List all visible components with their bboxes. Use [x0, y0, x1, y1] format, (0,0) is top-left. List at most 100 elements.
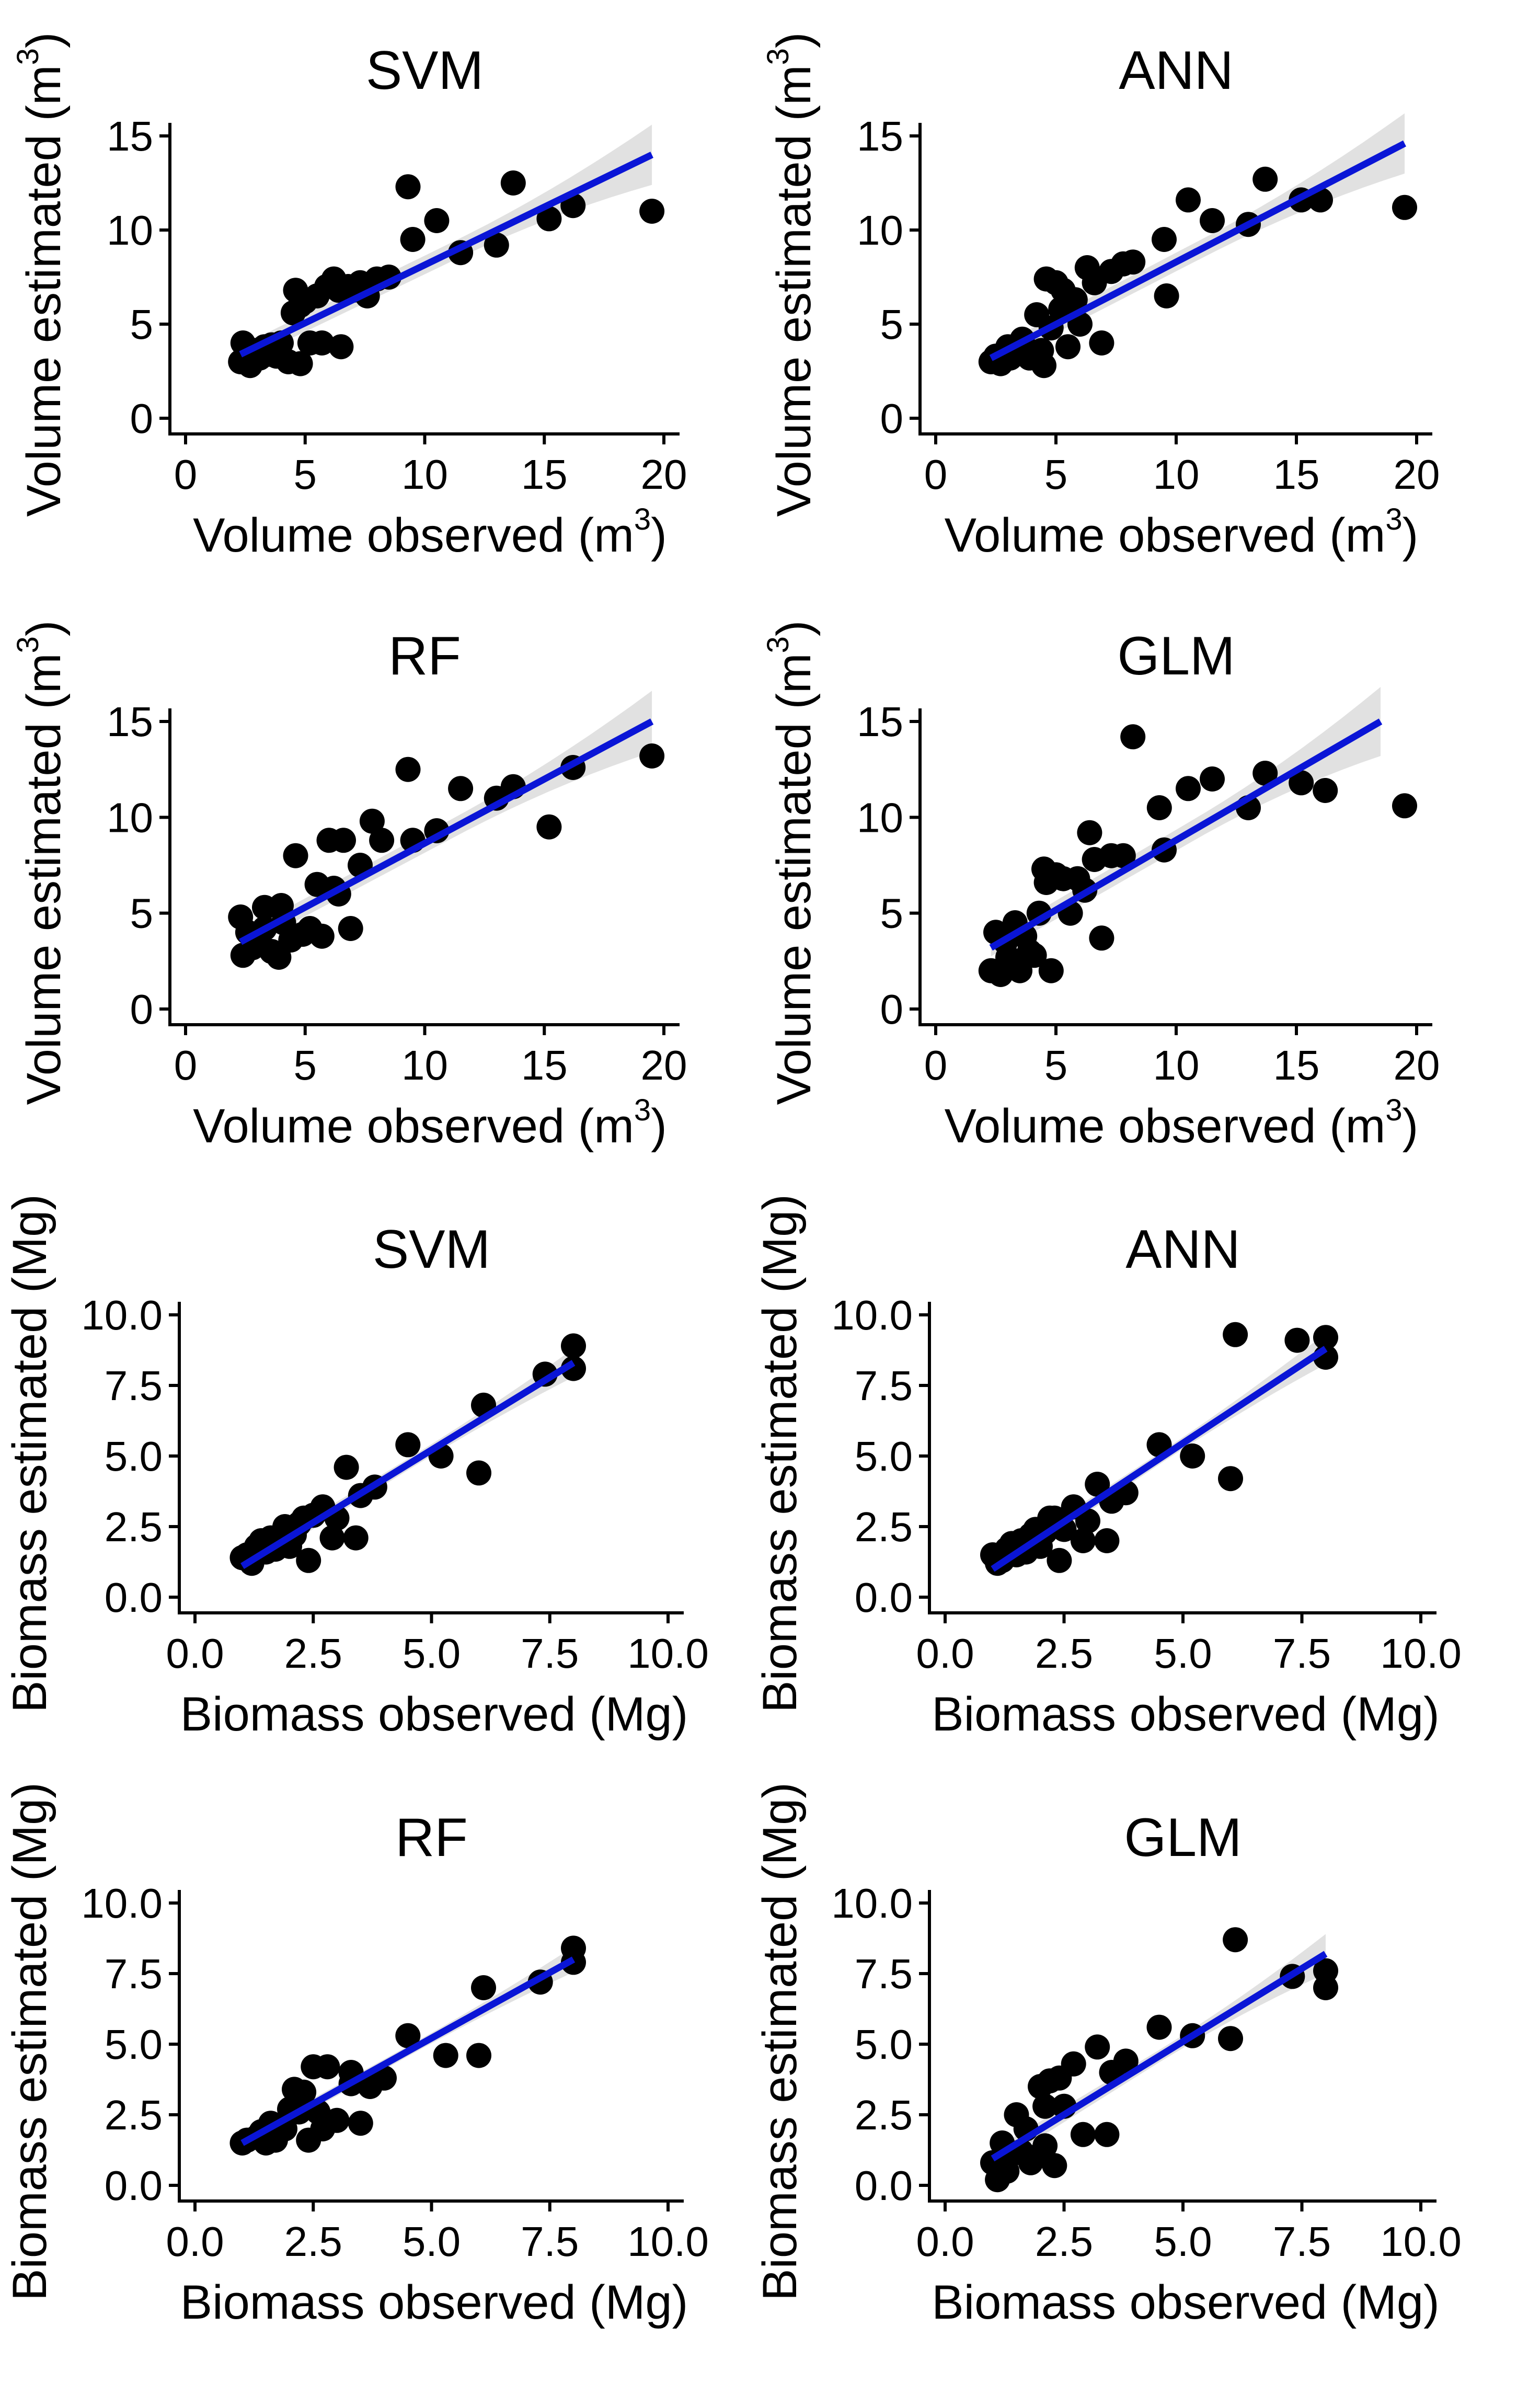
y-axis-label: Biomass estimated (Mg) [753, 1782, 807, 2301]
y-tick-label: 0 [880, 986, 904, 1033]
data-point [334, 1454, 359, 1480]
x-tick-label: 20 [641, 451, 687, 498]
data-point [1200, 208, 1225, 233]
y-axis-label-text: Biomass estimated (Mg) [3, 1194, 56, 1713]
regression-line [240, 1956, 576, 2146]
data-point [1176, 187, 1201, 213]
x-tick-label: 5 [1044, 1042, 1068, 1088]
data-point [369, 828, 395, 853]
y-axis-label: Volume estimated (m3) [11, 32, 71, 517]
y-tick-label: 10 [107, 207, 153, 254]
data-point [1032, 2133, 1058, 2159]
x-tick-label: 0.0 [916, 1630, 974, 1677]
x-tick-label: 7.5 [1273, 2218, 1331, 2265]
y-tick-label: 0 [880, 395, 904, 442]
y-tick-label: 10 [857, 207, 903, 254]
data-point [1032, 2093, 1058, 2119]
regression-line [989, 718, 1383, 951]
data-point [1289, 770, 1314, 796]
x-axis-label-text: Biomass observed (Mg) [180, 1688, 688, 1741]
x-tick-label: 2.5 [284, 2218, 342, 2265]
data-point [1085, 1472, 1110, 1497]
y-axis-label-close: ) [767, 620, 821, 636]
x-tick-label: 15 [1273, 451, 1320, 498]
data-point [466, 2043, 491, 2068]
x-tick-label: 15 [521, 451, 568, 498]
data-point [1038, 958, 1064, 983]
x-axis-label-sup: 3 [1385, 1093, 1402, 1127]
data-point [484, 232, 509, 258]
data-point [1152, 227, 1177, 252]
data-point [1200, 766, 1225, 792]
x-tick-label: 15 [1273, 1042, 1320, 1088]
data-point [1077, 820, 1102, 845]
y-tick-label: 15 [857, 698, 903, 745]
data-point [319, 1525, 345, 1551]
data-point [639, 199, 665, 224]
data-point [315, 2054, 340, 2080]
x-axis-label-text: Biomass observed (Mg) [932, 2276, 1439, 2329]
y-tick-label: 10 [857, 794, 903, 841]
panel-title: ANN [1125, 1219, 1240, 1280]
data-point [395, 2023, 421, 2048]
y-axis-label: Volume estimated (m3) [761, 620, 821, 1105]
x-tick-label: 0 [924, 451, 948, 498]
data-point [1110, 843, 1136, 868]
y-axis-label-text: Biomass estimated (Mg) [3, 1782, 56, 2301]
data-point [1252, 761, 1278, 786]
data-point [1218, 2026, 1243, 2051]
data-point [1033, 870, 1059, 895]
y-tick-label: 7.5 [105, 1951, 163, 1997]
data-point [536, 814, 562, 840]
panel-title: RF [388, 626, 461, 686]
data-point [1154, 283, 1179, 308]
data-point [995, 945, 1020, 970]
y-axis-label: Volume estimated (m3) [11, 620, 71, 1105]
data-point [1042, 2153, 1067, 2179]
x-tick-label: 2.5 [1035, 2218, 1093, 2265]
x-tick-label: 5.0 [1154, 2218, 1212, 2265]
panel-title: GLM [1117, 626, 1235, 686]
x-tick-label: 7.5 [521, 1630, 579, 1677]
x-tick-label: 10.0 [1380, 2218, 1462, 2265]
data-point [395, 1432, 421, 1458]
x-tick-label: 20 [1394, 1042, 1440, 1088]
x-tick-label: 7.5 [1273, 1630, 1331, 1677]
x-tick-label: 2.5 [1035, 1630, 1093, 1677]
regression-line [991, 1951, 1328, 2162]
data-point [1392, 793, 1417, 819]
y-tick-label: 15 [857, 113, 903, 159]
confidence-band [993, 1934, 1326, 2167]
x-axis-label: Volume observed (m3) [193, 1093, 667, 1153]
data-point [372, 2065, 397, 2091]
x-axis-label: Biomass observed (Mg) [180, 1688, 688, 1741]
y-axis-label-close: ) [767, 32, 821, 48]
data-point [1313, 778, 1338, 803]
y-tick-label: 5 [130, 890, 154, 937]
data-point [1284, 1327, 1310, 1353]
y-tick-label: 0.0 [855, 2162, 913, 2209]
data-point [395, 757, 421, 782]
data-point [1089, 330, 1114, 356]
data-point [1075, 1508, 1100, 1534]
data-point [1313, 1975, 1338, 2000]
data-point [561, 1356, 586, 1381]
x-tick-label: 10 [1153, 451, 1200, 498]
x-axis-label-text: Volume observed (m [945, 1099, 1386, 1153]
panel-title: SVM [373, 1219, 490, 1280]
y-tick-label: 0.0 [855, 1574, 913, 1621]
x-axis-label: Volume observed (m3) [945, 1093, 1419, 1153]
x-tick-label: 7.5 [521, 2218, 579, 2265]
y-axis-label-text: Biomass estimated (Mg) [753, 1194, 807, 1713]
y-axis-label-close: ) [17, 32, 71, 48]
y-tick-label: 0.0 [105, 2162, 163, 2209]
data-point [1146, 795, 1172, 820]
x-axis-label-sup: 3 [634, 1093, 651, 1127]
x-axis-label-text: Volume observed (m [193, 509, 634, 562]
y-axis-label: Biomass estimated (Mg) [753, 1194, 807, 1713]
y-axis-label-text: Volume estimated (m [17, 653, 71, 1105]
x-tick-label: 10 [1153, 1042, 1200, 1088]
